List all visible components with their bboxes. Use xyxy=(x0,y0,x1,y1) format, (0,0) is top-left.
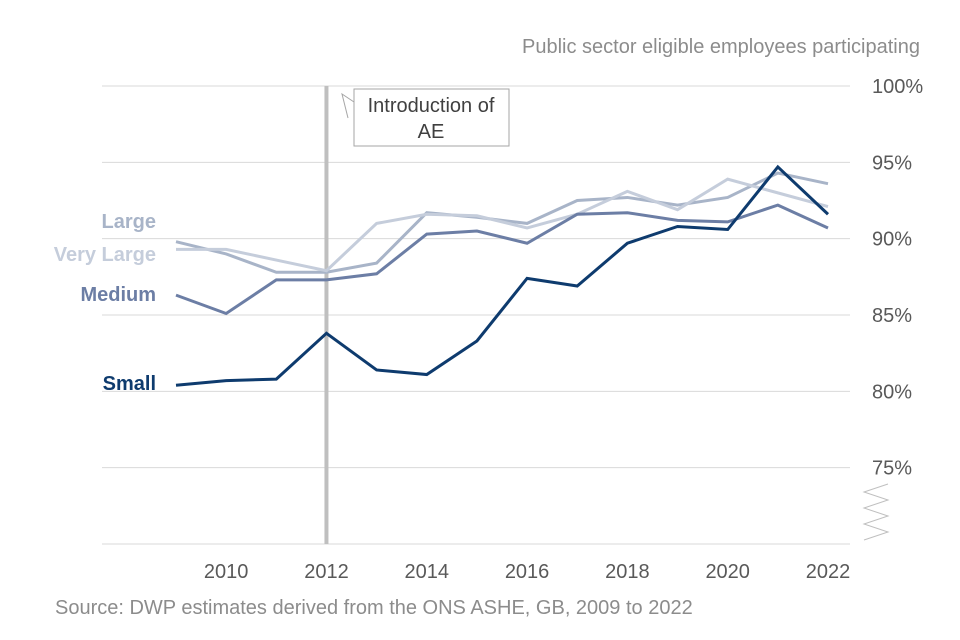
series-label-very-large: Very Large xyxy=(54,244,156,266)
x-tick-labels: 2010 2012 2014 2016 2018 2020 2022 xyxy=(204,561,850,583)
series-line-very-large xyxy=(176,177,829,273)
x-tick-label: 2010 xyxy=(204,561,249,583)
chart-title: Public sector eligible employees partici… xyxy=(522,36,920,58)
annotation-group: Introduction of AE xyxy=(324,86,510,544)
annotation-text-line2: AE xyxy=(418,121,445,143)
axis-break-icon xyxy=(862,483,890,541)
y-tick-label: 75% xyxy=(872,458,912,480)
y-tick-label: 80% xyxy=(872,381,912,403)
y-tick-label: 90% xyxy=(872,229,912,251)
y-tick-label: 85% xyxy=(872,305,912,327)
x-tick-label: 2016 xyxy=(505,561,550,583)
series-line-small xyxy=(175,164,830,387)
annotation-pointer xyxy=(341,92,355,119)
y-tick-label: 100% xyxy=(872,76,923,98)
y-tick-labels: 75% 80% 85% 90% 95% 100% xyxy=(872,76,923,480)
x-tick-label: 2020 xyxy=(705,561,750,583)
x-tick-label: 2012 xyxy=(304,561,349,583)
axis-break-zigzag xyxy=(862,483,890,541)
series-line-medium xyxy=(175,203,829,316)
source-note: Source: DWP estimates derived from the O… xyxy=(55,597,693,619)
series-label-large: Large xyxy=(102,211,156,233)
annotation-text-line1: Introduction of xyxy=(368,95,495,117)
series-label-medium: Medium xyxy=(80,284,156,306)
x-tick-label: 2022 xyxy=(806,561,851,583)
y-tick-label: 95% xyxy=(872,152,912,174)
x-tick-label: 2018 xyxy=(605,561,650,583)
series-labels: Large Very Large Medium Small xyxy=(54,211,156,395)
gridlines xyxy=(102,85,850,545)
x-tick-label: 2014 xyxy=(405,561,450,583)
annotation-box xyxy=(353,88,510,147)
series-label-small: Small xyxy=(103,373,156,395)
series-lines xyxy=(175,164,830,387)
